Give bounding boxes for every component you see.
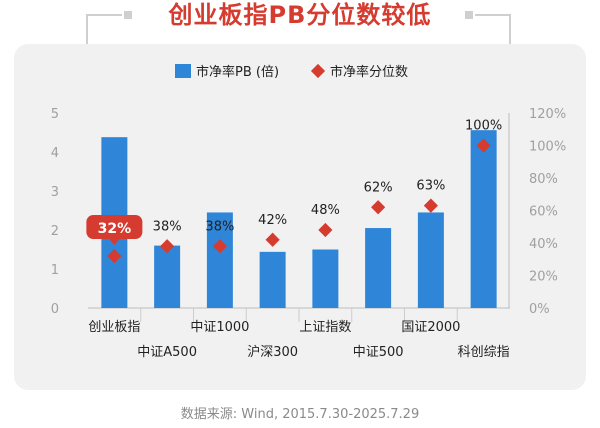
category-label-1: 创业板指 xyxy=(88,320,140,335)
bar-5 xyxy=(312,249,339,308)
marker-8 xyxy=(476,138,491,153)
title-deco-line-left xyxy=(86,14,122,16)
marker-2 xyxy=(160,239,175,254)
legend-marker-swatch xyxy=(310,63,326,79)
title-deco-vert-left xyxy=(86,14,88,44)
right-axis-tick-label: 40% xyxy=(529,237,558,252)
legend-label-percentile: 市净率分位数 xyxy=(330,64,408,80)
title-deco-line-right xyxy=(475,14,511,16)
bar-2 xyxy=(154,245,181,308)
data-label-6: 62% xyxy=(364,180,393,195)
category-label-6: 中证500 xyxy=(353,345,404,360)
right-axis-tick-label: 20% xyxy=(529,270,558,285)
marker-4 xyxy=(265,232,280,247)
title-deco-square-left xyxy=(124,11,132,19)
category-label-8: 科创综指 xyxy=(458,345,510,360)
source-note: 数据来源: Wind, 2015.7.30-2025.7.29 xyxy=(180,407,420,422)
bar-4 xyxy=(259,251,286,308)
data-label-4: 42% xyxy=(258,213,287,228)
marker-3 xyxy=(212,239,227,254)
data-label-5: 48% xyxy=(311,203,340,218)
category-label-3: 中证1000 xyxy=(190,320,249,335)
highlight-label-pointer xyxy=(108,238,121,245)
marker-7 xyxy=(423,198,438,213)
data-label-3: 38% xyxy=(205,219,234,234)
legend-label-pb: 市净率PB (倍) xyxy=(196,64,279,80)
right-axis-tick-label: 80% xyxy=(529,172,558,187)
marker-5 xyxy=(318,222,333,238)
right-axis-tick-label: 0% xyxy=(529,302,550,317)
bar-8 xyxy=(470,130,497,308)
bar-7 xyxy=(417,212,444,308)
right-axis-tick-label: 100% xyxy=(529,140,566,155)
title-area: 创业板指PB分位数较低 xyxy=(0,0,600,44)
chart-title: 创业板指PB分位数较低 xyxy=(168,1,432,29)
left-axis-tick-label: 2 xyxy=(51,224,59,239)
category-label-2: 中证A500 xyxy=(137,345,197,360)
left-axis-tick-label: 0 xyxy=(51,302,59,317)
left-axis-tick-label: 4 xyxy=(51,146,59,161)
data-label-7: 63% xyxy=(416,179,445,194)
data-label-8: 100% xyxy=(465,119,502,134)
data-label-1: 32% xyxy=(98,221,132,237)
bar-3 xyxy=(206,212,233,308)
legend-bar-swatch xyxy=(175,64,191,78)
left-axis-tick-label: 3 xyxy=(51,185,59,200)
marker-6 xyxy=(371,200,386,215)
title-deco-vert-right xyxy=(509,14,511,44)
right-axis-tick-label: 60% xyxy=(529,205,558,220)
category-label-4: 沪深300 xyxy=(247,344,298,360)
category-label-5: 上证指数 xyxy=(299,320,351,335)
category-label-7: 国证2000 xyxy=(401,320,460,335)
bar-6 xyxy=(365,228,392,308)
highlight-label-bg xyxy=(86,215,143,239)
left-axis-tick-label: 5 xyxy=(51,107,59,122)
right-axis-tick-label: 120% xyxy=(529,107,566,122)
left-axis-tick-label: 1 xyxy=(51,263,59,278)
title-deco-square-right xyxy=(465,11,473,19)
data-label-2: 38% xyxy=(153,219,182,234)
